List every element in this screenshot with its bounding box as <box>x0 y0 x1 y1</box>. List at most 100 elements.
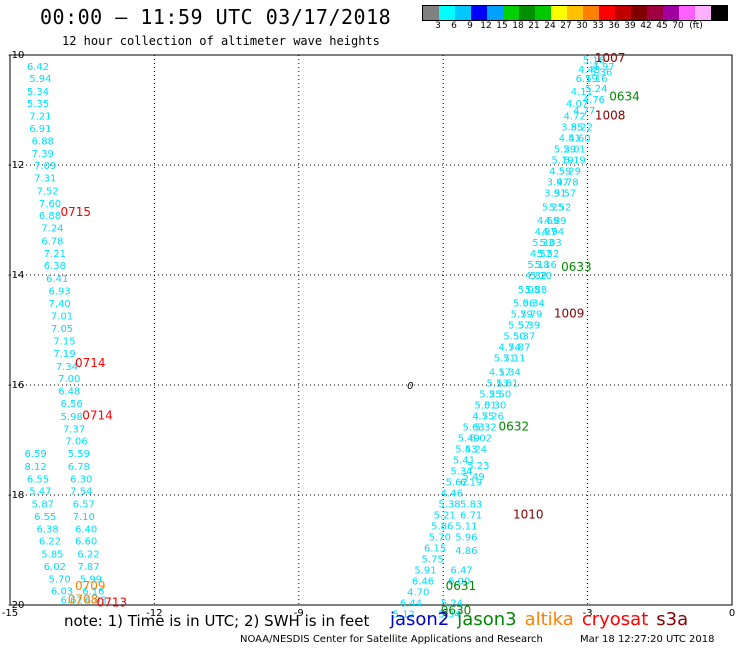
wave-height-label: 5.18 <box>527 260 549 271</box>
legend-swatch <box>631 6 647 20</box>
wave-height-label: 7.00 <box>58 374 80 385</box>
wave-height-label: 5.35 <box>27 99 49 110</box>
wave-height-label: 5.01 <box>474 400 496 411</box>
wave-height-label: 4.86 <box>455 546 477 557</box>
wave-height-label: 4.69 <box>537 216 559 227</box>
wave-height-label: 6.91 <box>29 124 51 135</box>
wave-height-label: 6.00 <box>448 576 470 587</box>
wave-height-label: 5.49 <box>458 433 480 444</box>
wave-height-label: 5.06 <box>513 299 535 310</box>
wave-height-label: 5.34 <box>27 87 49 98</box>
wave-height-label: 5.36 <box>590 68 612 79</box>
legend-swatch <box>583 6 599 20</box>
wave-height-label: 7.39 <box>32 149 54 160</box>
legend-unit: (ft) <box>689 21 703 31</box>
wave-height-label: 5.79 <box>520 310 542 321</box>
wave-height-label: 5.19 <box>552 156 574 167</box>
wave-height-label: 5.71 <box>494 354 516 365</box>
pass-time-label: 1007 <box>595 51 626 65</box>
wave-height-label: 7.60 <box>39 199 61 210</box>
x-tick-label: -6 <box>438 608 448 619</box>
y-tick-label: -14 <box>8 270 24 281</box>
legend-label: 39 <box>624 21 636 31</box>
wave-height-label: 5.50 <box>489 389 511 400</box>
legend-swatch <box>679 6 695 20</box>
wave-height-label: 5.32 <box>474 422 496 433</box>
wave-height-label: 5.21 <box>434 510 456 521</box>
wave-height-label: 4.74 <box>499 343 521 354</box>
wave-height-label: 6.48 <box>58 387 80 398</box>
legend-swatch <box>663 6 679 20</box>
wave-height-label: 6.30 <box>70 475 92 486</box>
wave-height-label: 5.16 <box>535 260 557 271</box>
wave-height-label: 5.99 <box>80 575 102 586</box>
wave-height-label: 5.85 <box>41 549 63 560</box>
wave-height-label: 5.30 <box>484 400 506 411</box>
wave-height-label: 6.59 <box>24 449 46 460</box>
wave-height-label: 4.97 <box>592 62 614 73</box>
wave-height-label: 5.63 <box>462 422 484 433</box>
wave-height-label: 7.19 <box>53 349 75 360</box>
pass-time-label: 0631 <box>446 579 477 593</box>
wave-height-label: 5.38 <box>438 499 460 510</box>
wave-height-label: 5.25 <box>479 389 501 400</box>
wave-height-label: 5.41 <box>453 455 475 466</box>
wave-height-label: 4.52 <box>530 249 552 260</box>
wave-height-label: 6.62 <box>61 596 83 607</box>
wave-height-label: 5.86 <box>431 521 453 532</box>
wave-height-label: 4.94 <box>542 227 564 238</box>
wave-height-label: 4.97 <box>535 227 557 238</box>
wave-height-label: 5.49 <box>462 472 484 483</box>
wave-height-label: 5.26 <box>482 411 504 422</box>
wave-height-label: 5.11 <box>455 521 477 532</box>
wave-height-label: 6.19 <box>576 74 598 85</box>
legend-label: 70 <box>672 21 684 31</box>
contour-label: 0 <box>407 381 413 392</box>
wave-height-label: 6.02 <box>470 433 492 444</box>
legend-swatch <box>487 6 503 20</box>
pass-time-label: 0708 <box>68 593 99 607</box>
legend-swatch <box>519 6 535 20</box>
wave-height-label: 6.15 <box>424 543 446 554</box>
x-tick-label: -9 <box>294 608 304 619</box>
pass-time-label: 0633 <box>561 260 592 274</box>
wave-height-label: 6.22 <box>77 549 99 560</box>
pass-time-label: 1010 <box>513 507 544 521</box>
wave-height-label: 5.03 <box>539 238 561 249</box>
wave-height-label: 5.34 <box>499 367 521 378</box>
wave-height-label: 6.16 <box>82 587 104 598</box>
wave-height-label: 5.24 <box>465 444 487 455</box>
wave-height-label: 7.87 <box>77 562 99 573</box>
wave-height-label: 5.75 <box>422 554 444 565</box>
wave-height-label: 4.76 <box>583 95 605 106</box>
legend-swatch <box>599 6 615 20</box>
wave-height-label: 7.34 <box>56 362 78 373</box>
wave-height-label: 5.70 <box>49 575 71 586</box>
pass-time-label: 1008 <box>595 109 626 123</box>
legend-label: 9 <box>467 21 473 31</box>
color-legend <box>422 5 728 21</box>
wave-height-label: 4.77 <box>573 106 595 117</box>
wave-height-label: 5.24 <box>441 598 463 609</box>
wave-height-label: 5.16 <box>585 74 607 85</box>
y-tick-label: -18 <box>8 490 24 501</box>
wave-height-label: 5.88 <box>525 285 547 296</box>
footer-timestamp: Mar 18 12:27:20 UTC 2018 <box>580 634 715 645</box>
wave-height-label: 5.29 <box>559 167 581 178</box>
x-tick-label: -12 <box>146 608 162 619</box>
wave-height-label: 6.55 <box>34 512 56 523</box>
pass-time-label: 0634 <box>609 89 640 103</box>
wave-height-label: 4.70 <box>407 587 429 598</box>
page-subtitle: 12 hour collection of altimeter wave hei… <box>62 34 380 48</box>
wave-height-label: 4.82 <box>525 271 547 282</box>
wave-height-label: 7.54 <box>70 487 92 498</box>
y-tick-label: -20 <box>8 600 24 611</box>
legend-swatch <box>615 6 631 20</box>
legend-swatch <box>439 6 455 20</box>
wave-height-label: 6.03 <box>85 596 107 607</box>
wave-height-label: 6.38 <box>36 525 58 536</box>
plot-frame <box>9 54 733 606</box>
wave-height-label: 5.34 <box>450 466 472 477</box>
wave-height-label: 7.10 <box>73 512 95 523</box>
x-tick-label: -3 <box>583 608 593 619</box>
